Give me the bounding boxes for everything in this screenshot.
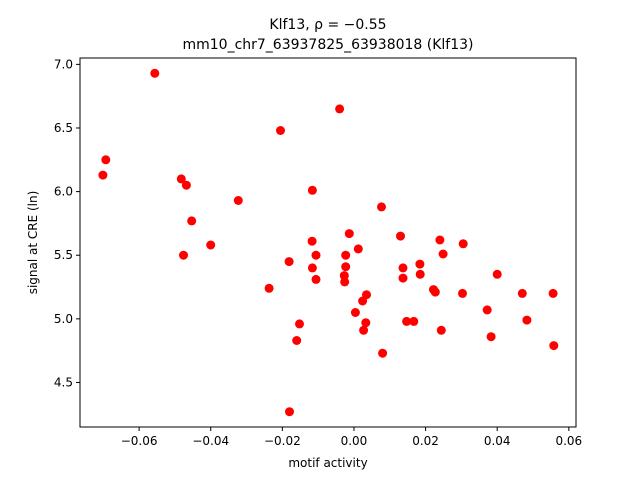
- data-point: [340, 277, 350, 287]
- data-point: [361, 318, 371, 328]
- data-point: [415, 269, 425, 279]
- data-point: [358, 296, 368, 306]
- plot-area: [98, 68, 559, 417]
- x-tick-label: −0.06: [121, 434, 158, 448]
- data-point: [377, 202, 386, 212]
- data-point: [307, 185, 317, 195]
- x-tick-label: −0.02: [264, 434, 301, 448]
- data-point: [311, 250, 321, 260]
- data-point: [307, 236, 317, 246]
- data-point: [409, 316, 419, 326]
- data-point: [233, 196, 243, 205]
- y-tick-label: 6.0: [54, 185, 73, 199]
- data-point: [344, 229, 354, 239]
- data-point: [311, 274, 321, 284]
- y-axis-label: signal at CRE (ln): [26, 191, 40, 295]
- data-point: [430, 287, 440, 297]
- chart-title-line1: Klf13, ρ = −0.55: [269, 17, 386, 33]
- data-point: [492, 269, 502, 279]
- data-point: [264, 283, 274, 293]
- x-tick-label: 0.00: [341, 434, 368, 448]
- data-point: [548, 288, 558, 298]
- x-tick-label: 0.02: [412, 434, 439, 448]
- data-point: [436, 325, 446, 335]
- data-point: [549, 341, 559, 351]
- data-point: [396, 231, 405, 241]
- data-point: [486, 332, 496, 342]
- data-point: [292, 336, 302, 345]
- data-point: [98, 170, 108, 180]
- data-point: [284, 257, 294, 267]
- data-point: [359, 325, 369, 335]
- y-tick-label: 4.5: [54, 375, 73, 389]
- data-point: [435, 235, 445, 245]
- data-point: [295, 319, 304, 329]
- axes-frame: [79, 57, 577, 428]
- x-axis: −0.06 −0.04 −0.02 0.00 0.02 0.04 0.06: [121, 427, 582, 448]
- data-point: [176, 174, 186, 184]
- data-point: [398, 273, 408, 283]
- data-point: [307, 263, 317, 273]
- data-point: [335, 104, 345, 114]
- data-point: [350, 308, 360, 317]
- data-point: [341, 262, 351, 272]
- data-point: [402, 316, 412, 326]
- data-point: [150, 68, 160, 78]
- data-point: [522, 315, 532, 325]
- data-point: [398, 263, 408, 273]
- y-axis: 4.5 5.0 5.5 6.0 6.5 7.0: [54, 57, 80, 389]
- x-tick-label: 0.06: [555, 434, 582, 448]
- x-tick-label: 0.04: [484, 434, 511, 448]
- data-point: [458, 288, 467, 298]
- data-point: [438, 249, 448, 259]
- y-axis-label-text: signal at CRE (ln): [26, 191, 40, 295]
- data-point: [276, 126, 285, 135]
- data-point: [341, 250, 351, 260]
- data-point: [206, 240, 216, 250]
- y-tick-label: 6.5: [54, 121, 73, 135]
- y-tick-label: 7.0: [54, 57, 73, 71]
- data-point: [179, 250, 188, 260]
- data-point: [415, 259, 425, 269]
- data-point: [187, 216, 197, 226]
- data-point: [378, 348, 388, 358]
- data-point: [517, 288, 527, 298]
- y-tick-label: 5.5: [54, 248, 73, 262]
- x-axis-label: motif activity: [288, 456, 367, 470]
- data-point: [285, 407, 294, 417]
- data-point: [353, 244, 363, 254]
- chart-title-line2: mm10_chr7_63937825_63938018 (Klf13): [182, 37, 473, 53]
- y-tick-label: 5.0: [54, 312, 73, 326]
- data-point: [101, 155, 111, 165]
- data-point: [482, 305, 492, 315]
- data-point: [458, 239, 468, 249]
- data-point: [181, 180, 191, 190]
- x-tick-label: −0.04: [192, 434, 229, 448]
